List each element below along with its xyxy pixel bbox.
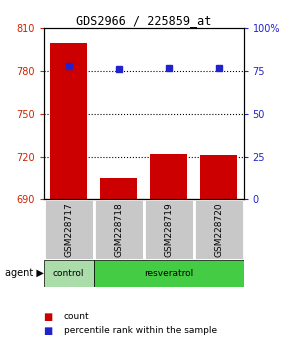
Title: GDS2966 / 225859_at: GDS2966 / 225859_at	[76, 14, 211, 27]
Text: count: count	[64, 312, 89, 321]
Text: percentile rank within the sample: percentile rank within the sample	[64, 326, 217, 336]
Text: GSM228720: GSM228720	[214, 202, 223, 257]
Text: GSM228717: GSM228717	[64, 202, 73, 257]
Text: ■: ■	[44, 312, 53, 322]
Text: agent ▶: agent ▶	[5, 268, 44, 279]
Text: GSM228718: GSM228718	[114, 202, 123, 257]
Bar	[44, 260, 93, 287]
Bar	[100, 178, 137, 199]
Bar	[144, 199, 194, 260]
Bar	[194, 199, 244, 260]
Text: control: control	[53, 269, 84, 278]
Bar	[150, 154, 187, 199]
Bar	[93, 260, 244, 287]
Text: GSM228719: GSM228719	[164, 202, 173, 257]
Text: ■: ■	[44, 326, 53, 336]
Bar	[44, 199, 93, 260]
Bar	[93, 199, 144, 260]
Bar	[200, 155, 237, 199]
Bar	[50, 42, 87, 199]
Text: resveratrol: resveratrol	[144, 269, 193, 278]
